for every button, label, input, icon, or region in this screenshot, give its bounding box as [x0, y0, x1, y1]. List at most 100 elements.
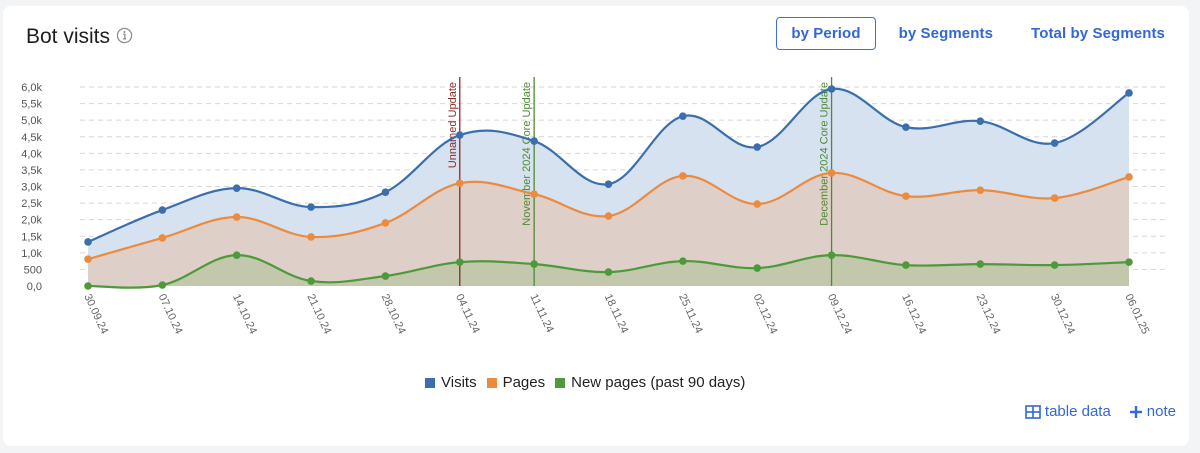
data-point-pages[interactable]	[381, 219, 390, 227]
data-point-pages[interactable]	[1050, 194, 1059, 202]
legend-label: Visits	[441, 374, 477, 391]
data-point-new-pages[interactable]	[232, 251, 241, 259]
data-point-visits[interactable]	[381, 188, 390, 196]
info-circle-icon[interactable]	[116, 27, 133, 44]
data-point-new-pages[interactable]	[381, 272, 390, 280]
x-tick-label: 07.10.24	[156, 292, 185, 336]
data-point-visits[interactable]	[976, 117, 985, 125]
data-point-visits[interactable]	[753, 143, 762, 151]
data-point-new-pages[interactable]	[1050, 261, 1059, 269]
data-point-pages[interactable]	[530, 190, 538, 198]
legend-swatch-new-pages	[555, 377, 566, 388]
data-point-pages[interactable]	[1125, 173, 1133, 181]
data-point-pages[interactable]	[827, 169, 836, 177]
data-point-new-pages[interactable]	[530, 260, 538, 268]
chart-annotations: Unnamed Update November 2024 Core Update D…	[447, 77, 833, 286]
x-tick-label: 18.11.24	[602, 292, 631, 335]
data-point-pages[interactable]	[84, 255, 92, 263]
data-point-visits[interactable]	[604, 180, 613, 188]
data-point-new-pages[interactable]	[753, 264, 762, 272]
data-point-pages[interactable]	[753, 200, 762, 208]
bot-visits-chart: 0,0 500 1,0k 1,5k 2,0k 2,5k 3,0k 3,5k 4,0k 4,5k 5,…	[21, 77, 1165, 336]
data-point-visits[interactable]	[84, 238, 92, 246]
data-point-pages[interactable]	[976, 186, 985, 194]
data-point-new-pages[interactable]	[976, 260, 985, 268]
y-tick-label: 2,5k	[21, 198, 42, 210]
data-point-visits[interactable]	[1050, 139, 1059, 147]
y-tick-label: 3,5k	[21, 165, 42, 177]
data-point-new-pages[interactable]	[455, 258, 464, 266]
data-point-pages[interactable]	[679, 172, 687, 180]
chart-actions: table data note	[1025, 403, 1176, 420]
x-tick-label: 14.10.24	[230, 292, 259, 336]
annotation-label: December 2024 Core Update	[819, 82, 831, 226]
y-tick-label: 5,0k	[21, 115, 42, 127]
data-point-new-pages[interactable]	[307, 277, 315, 285]
y-tick-label: 0,0	[27, 281, 42, 293]
data-point-new-pages[interactable]	[84, 282, 92, 290]
table-data-label: table data	[1044, 403, 1111, 420]
data-point-visits[interactable]	[902, 123, 910, 131]
data-point-visits[interactable]	[232, 184, 241, 192]
table-data-button[interactable]: table data	[1025, 403, 1111, 420]
annotation-label: November 2024 Core Update	[521, 82, 533, 226]
x-tick-label: 25.11.24	[676, 292, 705, 335]
legend-item-pages[interactable]: Pages	[486, 374, 546, 391]
data-point-pages[interactable]	[307, 233, 315, 241]
data-point-pages[interactable]	[604, 212, 613, 220]
legend-item-visits[interactable]: Visits	[425, 374, 477, 391]
data-point-new-pages[interactable]	[902, 261, 910, 269]
tab-by-segments[interactable]: by Segments	[898, 25, 994, 42]
data-point-new-pages[interactable]	[1125, 258, 1133, 266]
chart-legend: Visits Pages New pages (past 90 days)	[425, 374, 745, 391]
y-tick-label: 500	[24, 264, 42, 276]
y-tick-label: 4,0k	[21, 148, 42, 160]
data-point-pages[interactable]	[455, 179, 464, 187]
data-point-new-pages[interactable]	[827, 251, 836, 259]
data-point-visits[interactable]	[827, 85, 836, 93]
tab-total-by-segments[interactable]: Total by Segments	[1031, 25, 1165, 42]
data-point-pages[interactable]	[902, 192, 910, 200]
data-point-new-pages[interactable]	[604, 268, 613, 276]
data-point-visits[interactable]	[307, 203, 315, 211]
chart-title-group: Bot visits	[26, 25, 133, 49]
x-tick-label: 02.12.24	[750, 292, 779, 336]
chart-points[interactable]	[84, 85, 1133, 290]
y-tick-label: 3,0k	[21, 182, 42, 194]
x-tick-label: 06.01.25	[1122, 292, 1151, 336]
data-point-visits[interactable]	[455, 131, 464, 139]
y-tick-label: 2,0k	[21, 215, 42, 227]
line-visits	[87, 87, 1130, 243]
data-point-pages[interactable]	[158, 234, 167, 242]
y-tick-label: 4,5k	[21, 132, 42, 144]
legend-swatch-pages	[486, 377, 497, 388]
x-tick-label: 11.11.24	[527, 292, 555, 334]
x-tick-label: 04.11.24	[453, 292, 482, 335]
area-new-pages	[88, 255, 1129, 288]
note-label: note	[1146, 403, 1176, 420]
data-point-visits[interactable]	[679, 112, 687, 120]
data-point-new-pages[interactable]	[158, 281, 167, 289]
y-tick-label: 1,0k	[21, 248, 42, 260]
x-tick-label: 30.12.24	[1048, 292, 1077, 336]
y-tick-label: 5,5k	[21, 99, 42, 111]
y-axis: 0,0 500 1,0k 1,5k 2,0k 2,5k 3,0k 3,5k 4,0k 4,5k 5,…	[21, 82, 42, 293]
legend-label: Pages	[502, 374, 546, 391]
x-tick-label: 21.10.24	[304, 292, 333, 336]
area-pages	[88, 172, 1129, 286]
x-tick-label: 16.12.24	[899, 292, 928, 336]
chart-title: Bot visits	[26, 25, 111, 48]
x-axis: 30.09.24 07.10.24 14.10.24 21.10.24 28.10.24…	[81, 292, 1151, 336]
y-tick-label: 6,0k	[21, 82, 42, 94]
data-point-visits[interactable]	[1125, 89, 1133, 97]
x-tick-label: 09.12.24	[825, 292, 854, 336]
add-note-button[interactable]: note	[1129, 403, 1176, 420]
data-point-visits[interactable]	[530, 137, 538, 145]
data-point-pages[interactable]	[232, 213, 241, 221]
plus-icon	[1129, 405, 1142, 418]
table-grid-icon	[1025, 404, 1041, 419]
tab-by-period[interactable]: by Period	[776, 17, 876, 50]
data-point-visits[interactable]	[158, 206, 167, 214]
data-point-new-pages[interactable]	[679, 257, 687, 265]
legend-item-new-pages[interactable]: New pages (past 90 days)	[555, 374, 745, 391]
